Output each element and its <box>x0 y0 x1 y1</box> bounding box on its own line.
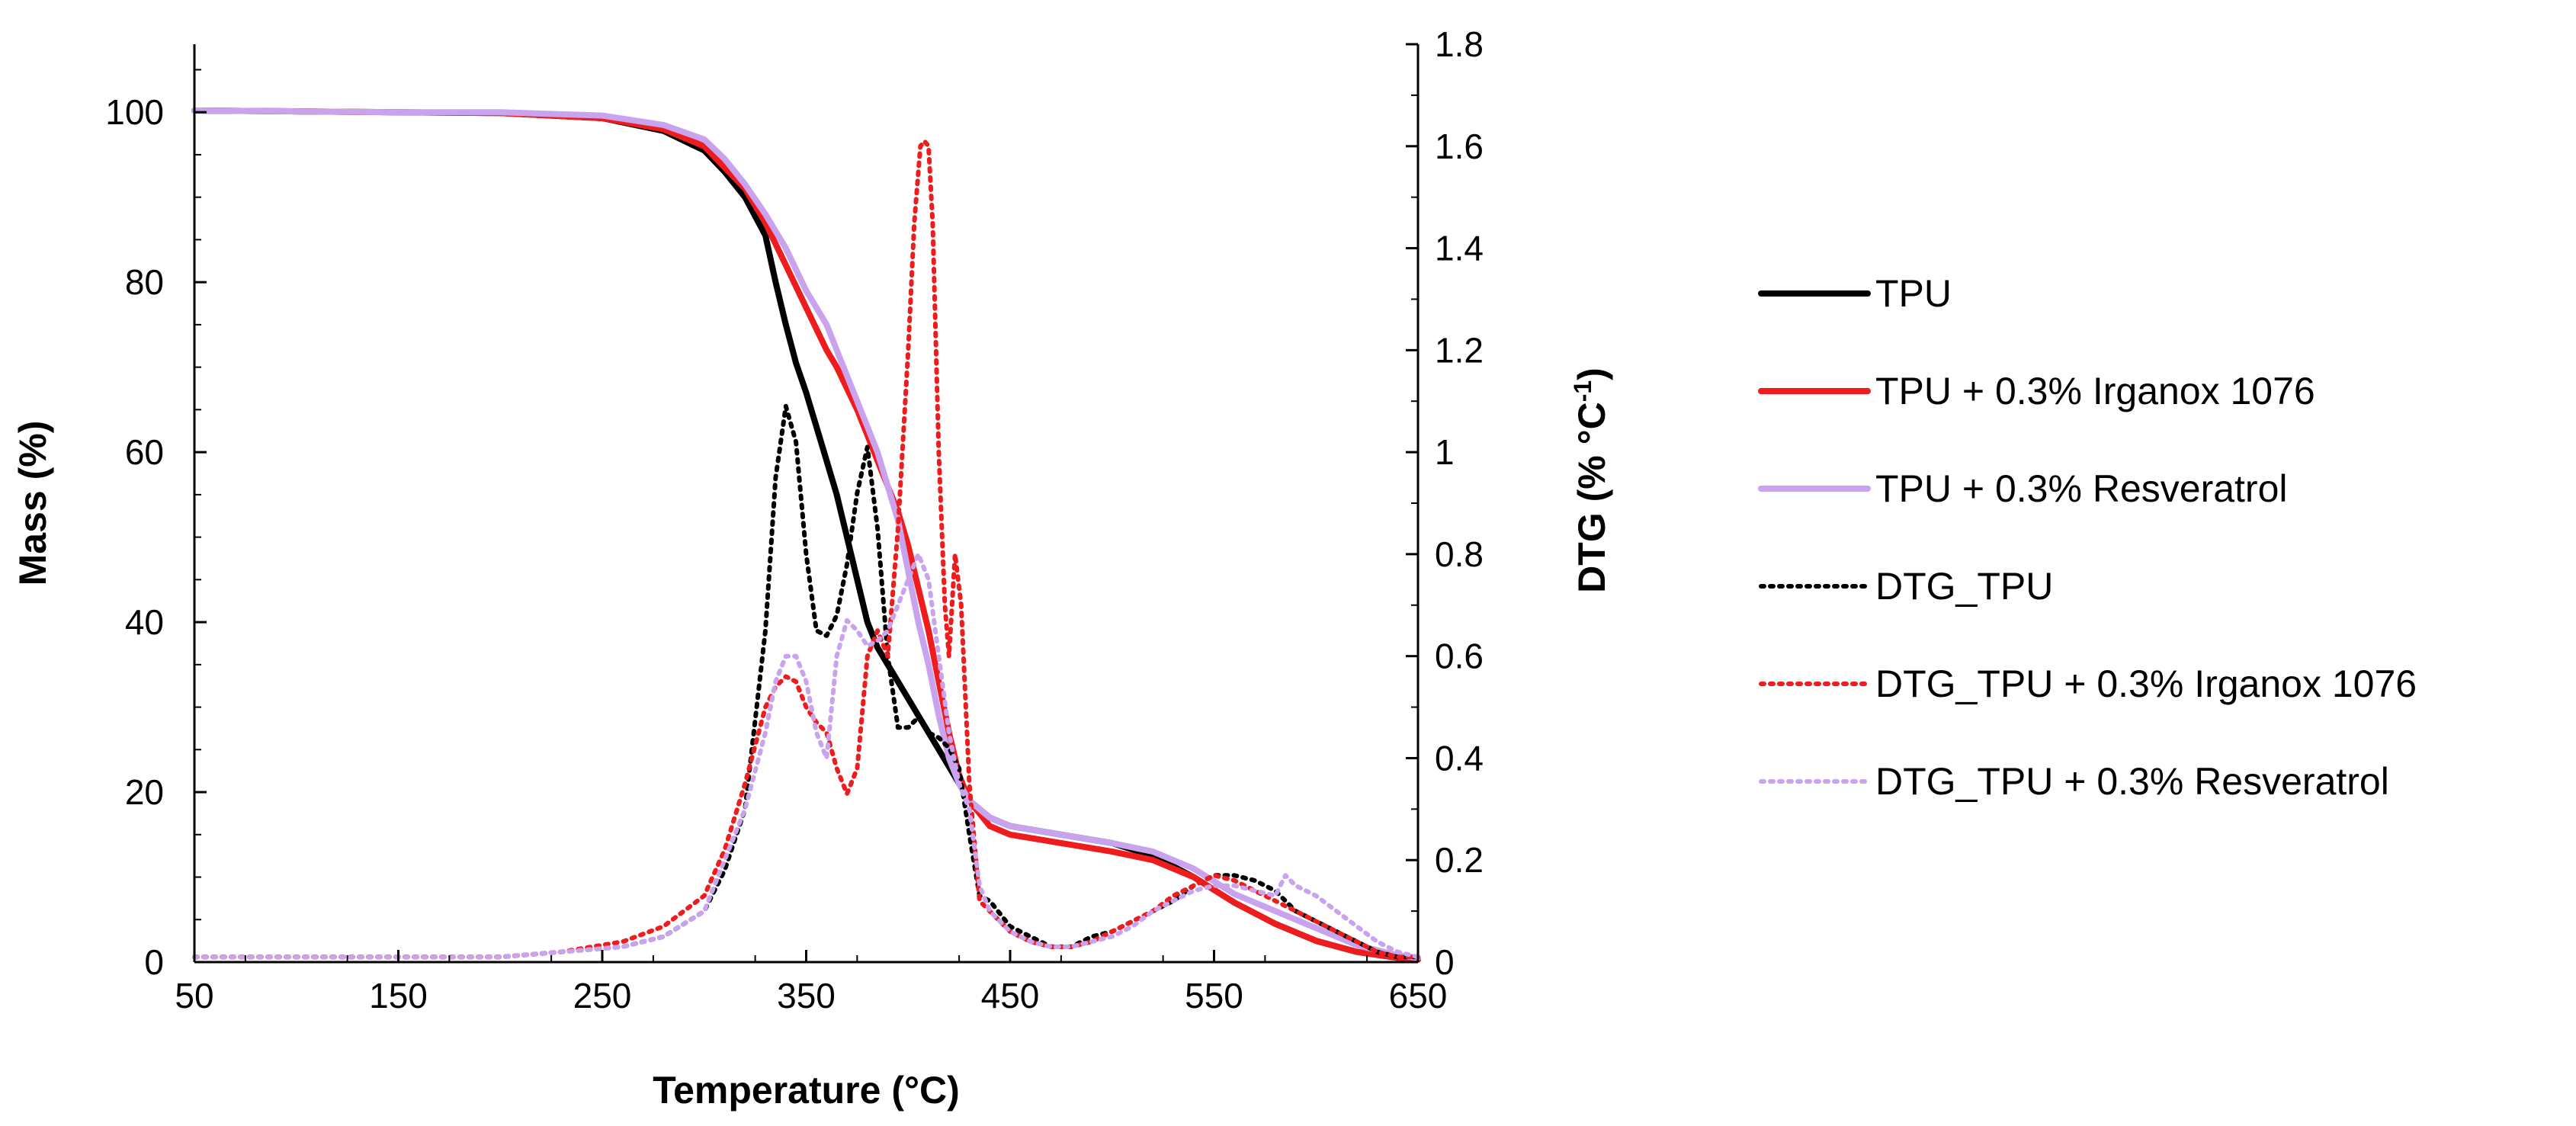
right-y-axis-title-close: ) <box>1570 367 1613 380</box>
right-y-tick-label: 0.8 <box>1435 534 1484 574</box>
legend-label: DTG_TPU + 0.3% Resveratrol <box>1875 760 2389 803</box>
series-line-tpu-0-3-resveratrol <box>191 107 1421 961</box>
left-y-tick-label: 60 <box>125 432 164 472</box>
series-line-dtg-tpu-0-3-resveratrol <box>192 551 1420 960</box>
plot-area <box>191 107 1421 963</box>
right-y-tick-label: 1.2 <box>1435 330 1484 370</box>
x-tick-label: 650 <box>1389 976 1448 1015</box>
left-y-tick-label: 0 <box>144 942 164 982</box>
right-y-tick-label: 0.6 <box>1435 637 1484 676</box>
right-y-tick-label: 1 <box>1435 432 1455 472</box>
legend: TPU TPU + 0.3% Irganox 1076 TPU + 0.3% Res… <box>1758 272 2417 803</box>
legend-label: DTG_TPU + 0.3% Irganox 1076 <box>1875 662 2417 705</box>
right-y-axis-title-superscript: -1 <box>1569 380 1596 402</box>
x-tick-label: 250 <box>573 976 632 1015</box>
right-y-tick-label: 1.6 <box>1435 127 1484 166</box>
left-y-tick-label: 80 <box>125 262 164 302</box>
right-y-tick-label: 1.8 <box>1435 24 1484 64</box>
legend-label: TPU + 0.3% Irganox 1076 <box>1875 370 2315 412</box>
x-axis-title: Temperature (°C) <box>653 1069 959 1112</box>
legend-label: TPU <box>1875 272 1952 315</box>
right-y-axis-title: DTG (% °C-1) <box>1569 367 1613 593</box>
right-y-tick-label: 0 <box>1435 942 1455 982</box>
x-tick-label: 150 <box>369 976 428 1015</box>
legend-label: DTG_TPU <box>1875 565 2053 608</box>
x-tick-label: 550 <box>1185 976 1243 1015</box>
left-y-axis-title: Mass (%) <box>11 421 54 586</box>
legend-label: TPU + 0.3% Resveratrol <box>1875 467 2287 510</box>
right-y-axis-title-main: DTG (% °C <box>1570 402 1613 593</box>
left-y-tick-label: 20 <box>125 772 164 812</box>
axes: 50 150 250 350 450 550 65002040608010000.20.40… <box>11 24 1613 1112</box>
x-tick-label: 50 <box>175 976 213 1015</box>
right-y-tick-label: 0.4 <box>1435 738 1484 778</box>
series-line-dtg-tpu-0-3-irganox-1076 <box>192 139 1420 960</box>
x-tick-label: 350 <box>777 976 836 1015</box>
right-y-tick-label: 0.2 <box>1435 840 1484 880</box>
x-tick-label: 450 <box>981 976 1040 1015</box>
left-y-tick-label: 40 <box>125 602 164 642</box>
right-y-tick-label: 1.4 <box>1435 229 1484 268</box>
left-y-tick-label: 100 <box>105 92 164 132</box>
